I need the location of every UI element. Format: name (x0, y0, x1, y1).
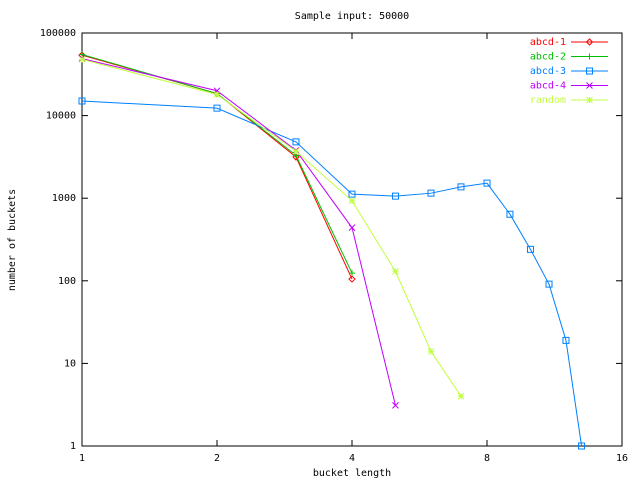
point (78, 97, 86, 105)
x-axis-label: bucket length (313, 468, 391, 479)
point (348, 190, 356, 198)
legend-marker (586, 67, 593, 75)
point (292, 138, 300, 146)
legend-label: abcd-1 (530, 37, 566, 48)
point (391, 192, 399, 200)
y-tick-label: 10000 (46, 111, 76, 122)
point (348, 224, 356, 232)
y-axis-label: number of buckets (7, 189, 18, 291)
x-tick-label: 2 (214, 453, 220, 464)
point (578, 442, 586, 450)
point (427, 189, 435, 197)
point (545, 280, 553, 288)
y-tick-label: 100000 (40, 28, 76, 39)
point (78, 55, 86, 63)
point (292, 147, 300, 155)
x-tick-label: 1 (79, 453, 85, 464)
legend-marker (586, 82, 593, 89)
point (213, 91, 221, 98)
point (457, 392, 465, 400)
legend-marker (585, 38, 594, 46)
point (427, 347, 435, 355)
y-tick-label: 10 (64, 358, 76, 369)
point (348, 197, 356, 205)
point (483, 179, 491, 187)
point (562, 336, 570, 344)
y-tick-label: 100 (58, 276, 76, 287)
point (392, 268, 399, 275)
legend-label: abcd-3 (530, 66, 566, 77)
legend-label: abcd-2 (530, 52, 566, 63)
point (213, 104, 221, 112)
point (292, 153, 300, 161)
series-line (81, 53, 353, 274)
legend-label: random (530, 95, 566, 106)
y-tick-label: 1000 (52, 193, 76, 204)
point (526, 245, 534, 253)
x-tick-label: 4 (349, 453, 355, 464)
legend-marker (586, 53, 593, 60)
series-line (81, 54, 353, 280)
point (349, 270, 355, 277)
series-line (81, 100, 583, 447)
point (392, 402, 399, 409)
point (457, 183, 465, 191)
point (506, 210, 514, 218)
legend-label: abcd-4 (530, 81, 566, 92)
x-tick-label: 16 (616, 453, 628, 464)
legend-marker (586, 96, 593, 104)
x-tick-label: 8 (484, 453, 490, 464)
point (348, 275, 356, 283)
y-tick-label: 1 (70, 441, 76, 452)
series-line (81, 58, 462, 397)
chart-title: Sample input: 50000 (295, 11, 409, 22)
